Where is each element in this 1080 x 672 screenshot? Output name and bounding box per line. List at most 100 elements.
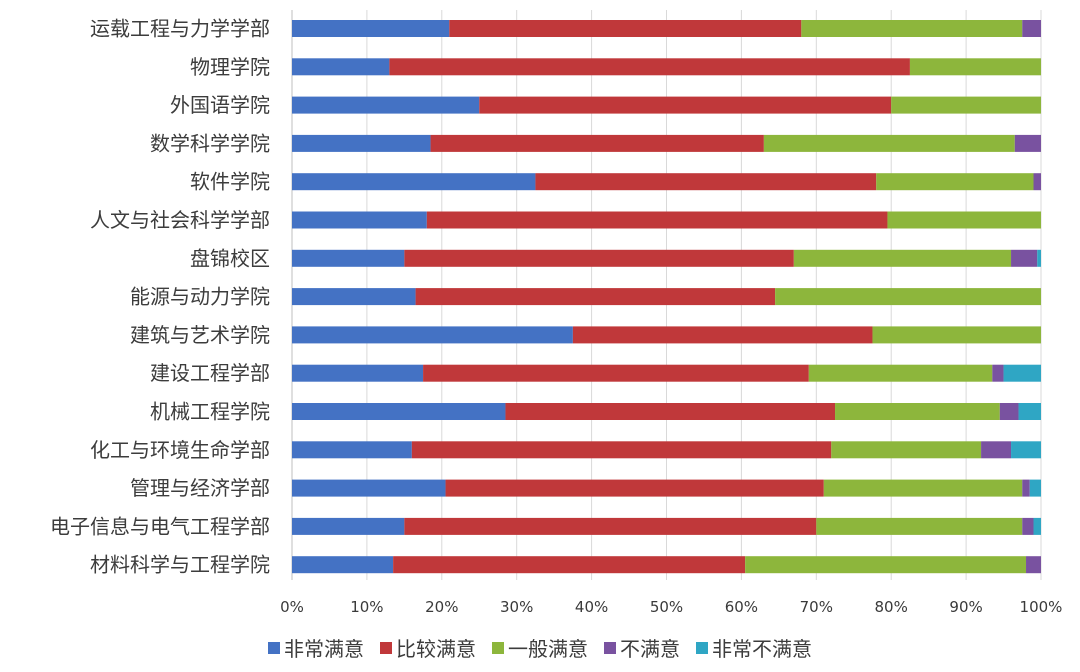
- bar-segment: [1018, 403, 1041, 420]
- x-tick-label: 20%: [425, 598, 458, 616]
- x-tick-label: 90%: [949, 598, 982, 616]
- category-label: 管理与经济学部: [130, 476, 270, 500]
- bar-segment: [426, 211, 888, 229]
- legend-label: 非常不满意: [712, 637, 812, 661]
- bar-segment: [445, 479, 824, 497]
- bar-segment: [1033, 173, 1041, 191]
- bar-segment: [292, 96, 480, 114]
- bar-segment: [292, 58, 390, 76]
- bar-segment: [1022, 20, 1041, 37]
- x-tick-label: 70%: [800, 598, 833, 616]
- bar-segment: [872, 326, 1041, 344]
- category-label: 软件学院: [190, 170, 270, 194]
- bar-segment: [411, 441, 832, 459]
- bar-segment: [292, 173, 536, 191]
- bar-segment: [1014, 134, 1041, 152]
- category-label: 物理学院: [190, 55, 270, 79]
- category-label: 能源与动力学院: [130, 285, 270, 309]
- bar-segment: [535, 173, 877, 191]
- bar-segment: [909, 58, 1041, 76]
- bar-segment: [292, 211, 427, 229]
- category-label: 机械工程学院: [150, 400, 270, 424]
- bar-segment: [745, 556, 1027, 574]
- bars: [292, 20, 1041, 574]
- x-tick-label: 30%: [500, 598, 533, 616]
- bar-segment: [887, 211, 1041, 229]
- x-tick-label: 10%: [350, 598, 383, 616]
- bar-segment: [1029, 479, 1041, 497]
- bar-segment: [999, 403, 1019, 420]
- bar-segment: [1026, 556, 1041, 574]
- bar-segment: [981, 441, 1012, 459]
- category-label: 人文与社会科学学部: [90, 208, 270, 232]
- category-label: 运载工程与力学学部: [90, 17, 270, 41]
- bar-segment: [430, 134, 764, 152]
- legend-swatch: [696, 642, 708, 654]
- bar-segment: [1003, 364, 1041, 382]
- category-label: 建筑与艺术学院: [130, 323, 270, 347]
- bar-segment: [292, 441, 412, 459]
- legend-label: 一般满意: [508, 637, 588, 661]
- bar-segment: [793, 249, 1012, 267]
- bar-segment: [479, 96, 892, 114]
- bar-segment: [389, 58, 910, 76]
- bar-segment: [831, 441, 982, 459]
- x-tick-label: 0%: [280, 598, 304, 616]
- x-tick-label: 60%: [725, 598, 758, 616]
- bar-segment: [1033, 517, 1041, 535]
- bar-segment: [393, 556, 746, 574]
- bar-segment: [292, 403, 506, 420]
- bar-segment: [404, 249, 794, 267]
- x-tick-label: 40%: [575, 598, 608, 616]
- x-tick-label: 80%: [875, 598, 908, 616]
- legend: 非常满意 比较满意 一般满意 不满意 非常不满意: [268, 637, 812, 661]
- bar-segment: [808, 364, 993, 382]
- bar-segment: [1037, 249, 1041, 267]
- bar-segment: [423, 364, 809, 382]
- x-tick-label: 100%: [1020, 598, 1063, 616]
- bar-segment: [992, 364, 1004, 382]
- bar-segment: [763, 134, 1015, 152]
- legend-swatch: [604, 642, 616, 654]
- bar-segment: [572, 326, 873, 344]
- bar-segment: [1022, 479, 1030, 497]
- bar-segment: [292, 479, 446, 497]
- legend-label: 不满意: [620, 637, 680, 661]
- bar-segment: [816, 517, 1023, 535]
- bar-segment: [1011, 249, 1038, 267]
- category-label: 数学科学学院: [150, 131, 270, 155]
- bar-segment: [801, 20, 1023, 37]
- bar-segment: [505, 403, 836, 420]
- bar-segment: [404, 517, 817, 535]
- bar-segment: [891, 96, 1041, 114]
- bar-segment: [292, 364, 424, 382]
- legend-swatch: [268, 642, 280, 654]
- bar-segment: [292, 517, 405, 535]
- bar-segment: [449, 20, 802, 37]
- bar-segment: [292, 134, 431, 152]
- category-label: 材料科学与工程学院: [90, 553, 270, 577]
- legend-label: 非常满意: [284, 637, 364, 661]
- bar-segment: [775, 288, 1041, 306]
- bar-segment: [292, 249, 405, 267]
- category-label: 盘锦校区: [190, 246, 270, 270]
- bar-segment: [292, 556, 394, 574]
- legend-swatch: [492, 642, 504, 654]
- category-label: 外国语学院: [170, 93, 270, 117]
- legend-label: 比较满意: [396, 637, 476, 661]
- bar-segment: [823, 479, 1023, 497]
- bar-segment: [876, 173, 1034, 191]
- x-tick-label: 50%: [650, 598, 683, 616]
- bar-segment: [835, 403, 1000, 420]
- category-label: 电子信息与电气工程学部: [50, 514, 270, 538]
- legend-swatch: [380, 642, 392, 654]
- category-label: 建设工程学部: [150, 361, 270, 385]
- bar-segment: [1011, 441, 1041, 459]
- bar-segment: [292, 288, 416, 306]
- bar-segment: [292, 20, 450, 37]
- bar-segment: [1022, 517, 1034, 535]
- bar-segment: [415, 288, 776, 306]
- category-label: 化工与环境生命学部: [90, 438, 270, 462]
